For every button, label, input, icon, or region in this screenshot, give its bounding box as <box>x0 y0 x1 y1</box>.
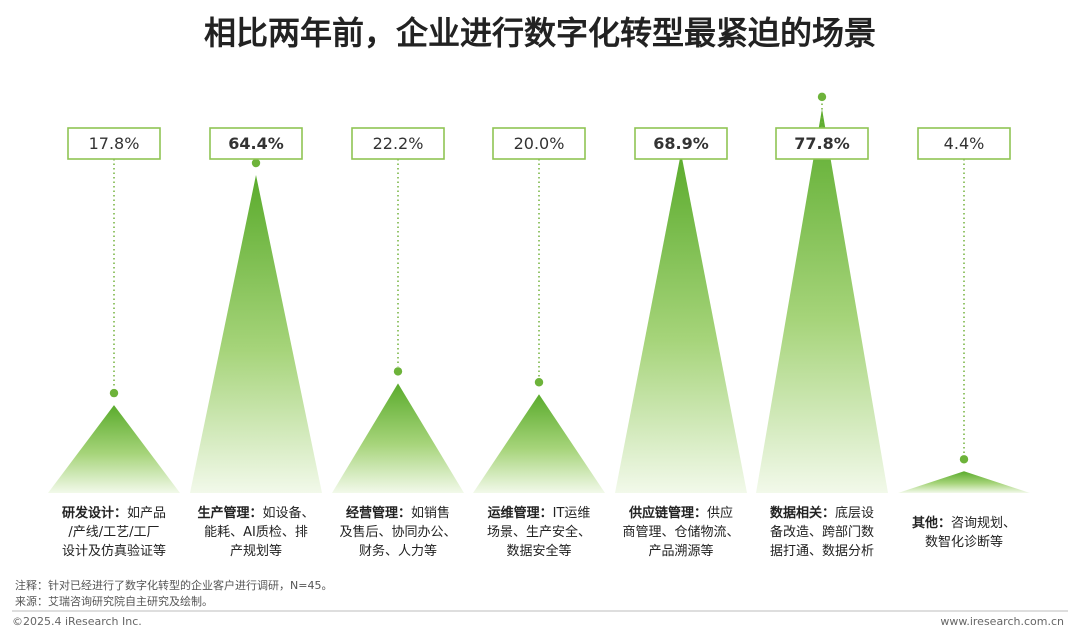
triangle-bar <box>898 471 1030 493</box>
category-label: 数据相关：底层设 <box>770 505 874 521</box>
triangle-bar <box>332 383 464 493</box>
category-label-line: 据打通、数据分析 <box>770 544 874 559</box>
category-label: 运维管理：IT运维 <box>488 505 591 521</box>
category-label-line: 财务、人力等 <box>359 543 437 559</box>
value-box <box>775 127 869 160</box>
tip-dot <box>109 388 119 398</box>
category-label: 经营管理：如销售 <box>346 505 450 521</box>
triangle-bar <box>473 394 605 493</box>
data-label: 64.4% <box>228 134 284 153</box>
triangle-bar <box>48 405 180 493</box>
category-label: 供应链管理：供应 <box>628 505 733 521</box>
category-label-line: 产品溯源等 <box>648 543 713 559</box>
value-box <box>209 127 303 160</box>
data-label: 20.0% <box>514 134 565 153</box>
tip-dot <box>534 378 544 387</box>
source-text: 来源：艾瑞咨询研究院自主研究及绘制。 <box>15 594 213 608</box>
value-box <box>492 127 586 160</box>
tip-dot <box>393 367 403 376</box>
category-label-line: 备改造、跨部门数 <box>770 524 874 540</box>
value-box <box>67 127 161 160</box>
footer-copyright: ©2025.4 iResearch Inc. <box>12 615 142 628</box>
value-box <box>351 127 445 160</box>
tip-dot <box>251 158 261 168</box>
triangle-bar <box>756 108 888 494</box>
value-box <box>917 127 1011 160</box>
chart-title: 相比两年前，企业进行数字化转型最紧迫的场景 <box>204 14 876 52</box>
note-text: 注释：针对已经进行了数字化转型的企业客户进行调研，N=45。 <box>15 578 332 592</box>
data-label: 4.4% <box>944 134 985 153</box>
category-label-line: 设计及仿真验证等 <box>62 543 166 559</box>
category-label: 研发设计：如产品 <box>62 505 166 521</box>
category-label-line: /产线/工艺/工厂 <box>68 525 159 540</box>
category-label: 生产管理：如设备、 <box>197 505 314 521</box>
value-box <box>634 127 728 160</box>
category-group: 4.4% 其他：咨询规划、数智化诊断等 <box>898 127 1030 550</box>
category-label-line: 及售后、协同办公、 <box>339 524 456 540</box>
data-label: 22.2% <box>373 134 424 153</box>
data-label: 17.8% <box>89 134 140 153</box>
data-label: 68.9% <box>653 134 709 153</box>
tip-dot <box>959 455 969 464</box>
category-label: 其他：咨询规划、 <box>912 515 1016 531</box>
category-label-line: 商管理、仓储物流、 <box>622 525 739 540</box>
category-label-line: 数据安全等 <box>506 543 571 559</box>
category-label-line: 产规划等 <box>230 543 282 559</box>
category-label-line: 场景、生产安全、 <box>487 524 591 540</box>
tip-dot <box>817 92 827 102</box>
triangle-bar <box>190 175 322 493</box>
footer-website: www.iresearch.com.cn <box>940 615 1064 628</box>
data-label: 77.8% <box>794 134 850 153</box>
category-label-line: 能耗、AI质检、排 <box>204 525 308 540</box>
triangle-bar <box>615 152 747 493</box>
category-label-line: 数智化诊断等 <box>925 534 1003 550</box>
